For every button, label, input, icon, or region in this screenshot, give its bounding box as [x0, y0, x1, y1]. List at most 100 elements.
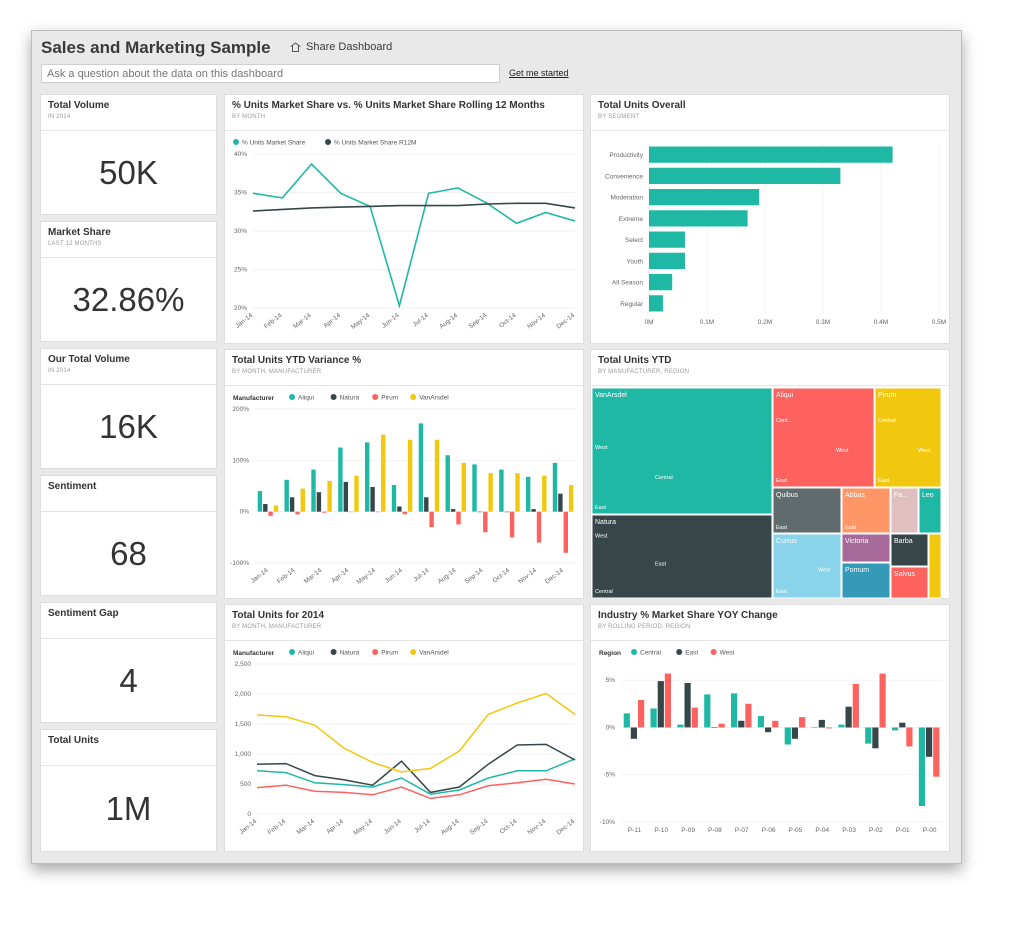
y-category-label: Convenience [605, 173, 643, 180]
bar [322, 511, 327, 513]
x-tick-label: Dec-14 [555, 312, 576, 331]
tile-units-2014-chart[interactable]: Total Units for 2014 BY MONTH, MANUFACTU… [224, 604, 584, 852]
bar [657, 681, 664, 728]
x-tick-label: Aug-14 [438, 312, 459, 331]
x-tick-label: Nov-14 [526, 312, 547, 331]
tile-header: Total Units YTD BY MANUFACTURER, REGION [591, 350, 949, 386]
x-tick-label: Sep-14 [469, 818, 490, 837]
treemap-label: Salvus [894, 571, 916, 578]
y-tick-label: 30% [234, 228, 247, 235]
qa-search-input[interactable] [41, 64, 500, 83]
tile-subtitle: BY MONTH, MANUFACTURER [232, 624, 322, 630]
treemap-cell [772, 533, 842, 599]
kpi-tile-sentiment[interactable]: Sentiment 68 [40, 475, 217, 596]
tile-header: Industry % Market Share YOY Change BY RO… [591, 605, 949, 641]
get-started-link[interactable]: Get me started [509, 68, 569, 78]
legend-marker [325, 139, 331, 145]
treemap-sub-label: Central [878, 418, 896, 424]
tile-industry-yoy-chart[interactable]: Industry % Market Share YOY Change BY RO… [590, 604, 950, 852]
kpi-tile-total-units[interactable]: Total Units 1M [40, 729, 217, 852]
bar [649, 210, 748, 227]
tile-header: Sentiment Gap [41, 603, 216, 639]
bar [316, 492, 322, 512]
tile-units-ytd-treemap[interactable]: Total Units YTD BY MANUFACTURER, REGION … [590, 349, 950, 599]
treemap-sub-label: West [836, 448, 849, 454]
bar [456, 511, 461, 525]
x-tick-label: Jan-14 [250, 567, 270, 585]
tile-subtitle: BY MONTH, MANUFACTURER [232, 369, 322, 375]
bar [772, 720, 779, 728]
tile-units-overall-chart[interactable]: Total Units Overall BY SEGMENT 0M 0.1M 0.2… [590, 94, 950, 344]
legend-marker [289, 649, 295, 655]
bar [784, 727, 791, 745]
y-category-label: Youth [627, 258, 644, 265]
x-tick-label: Apr-14 [325, 818, 345, 836]
treemap-sub-label: East [776, 478, 787, 484]
share-dashboard-button[interactable]: Share Dashboard [290, 41, 392, 53]
bar [638, 700, 645, 728]
x-tick-label: P-10 [654, 827, 668, 834]
legend-marker [710, 649, 717, 655]
x-tick-label: May-14 [350, 312, 372, 331]
bar [704, 694, 711, 728]
tile-share-line-chart[interactable]: % Units Market Share vs. % Units Market … [224, 94, 584, 344]
y-tick-label: 35% [234, 190, 247, 197]
tile-subtitle: BY ROLLING PERIOD, REGION [598, 624, 691, 630]
x-tick-label: P-09 [681, 827, 695, 834]
tile-header: Our Total Volume IN 2014 [41, 349, 216, 385]
tile-title: Total Units Overall [598, 100, 686, 111]
x-tick-label: May-14 [356, 567, 378, 586]
y-tick-label: 40% [234, 151, 247, 158]
bar [488, 473, 493, 512]
bar [845, 706, 852, 728]
bar [284, 479, 289, 512]
bar [649, 146, 893, 163]
y-tick-label: -100% [230, 560, 249, 567]
bar [933, 727, 940, 777]
y-tick-label: 2,000 [235, 691, 252, 698]
bar [811, 727, 818, 728]
kpi-value: 1M [105, 789, 152, 827]
bar [677, 724, 684, 728]
treemap-sub-label: East [776, 589, 787, 595]
legend-title: Manufacturer [233, 395, 275, 402]
tile-header: Total Units Overall BY SEGMENT [591, 95, 949, 131]
treemap-cell [841, 487, 891, 534]
tile-title: Total Units for 2014 [232, 610, 325, 621]
legend-marker [372, 394, 379, 400]
tile-ytd-variance-chart[interactable]: Total Units YTD Variance % BY MONTH, MAN… [224, 349, 584, 599]
kpi-tile-our-total-volume[interactable]: Our Total Volume IN 2014 16K [40, 348, 217, 469]
treemap-cell-extra [928, 533, 942, 599]
treemap-cell [841, 533, 891, 563]
x-tick-label: Mar-14 [303, 567, 324, 585]
kpi-tile-sentiment-gap[interactable]: Sentiment Gap 4 [40, 602, 217, 723]
treemap-cell [874, 387, 942, 488]
tile-subtitle: BY SEGMENT [598, 114, 640, 120]
kpi-tile-market-share[interactable]: Market Share LAST 12 MONTHS 32.86% [40, 221, 217, 342]
treemap-label: Victoria [845, 538, 868, 545]
bar [327, 480, 332, 512]
series-line [252, 162, 576, 309]
legend-marker [410, 394, 417, 400]
y-tick-label: 20% [234, 305, 247, 312]
dashboard-frame: Sales and Marketing Sample Share Dashboa… [31, 30, 962, 864]
x-tick-label: Aug-14 [437, 567, 458, 586]
units-2014-line-chart: Manufacturer Aliqui Natura Pirum VanArsdel 0 5… [233, 649, 577, 837]
x-tick-label: Jan-14 [234, 312, 254, 330]
treemap-cell [890, 487, 919, 534]
x-tick-label: Oct-14 [499, 818, 519, 836]
bar [445, 455, 450, 512]
x-tick-label: Dec-14 [555, 818, 576, 837]
y-tick-label: 25% [234, 267, 247, 274]
treemap-label: Currus [776, 538, 798, 545]
treemap-sub-label: West [595, 445, 608, 451]
tile-subtitle: BY MONTH [232, 114, 266, 120]
bar [563, 511, 568, 553]
bar [504, 511, 509, 513]
bar [906, 727, 913, 747]
kpi-tile-total-volume[interactable]: Total Volume IN 2014 50K [40, 94, 217, 215]
bar [630, 727, 637, 739]
treemap-cell [890, 533, 929, 567]
bar [738, 720, 745, 728]
x-tick-label: 0.1M [700, 319, 714, 326]
